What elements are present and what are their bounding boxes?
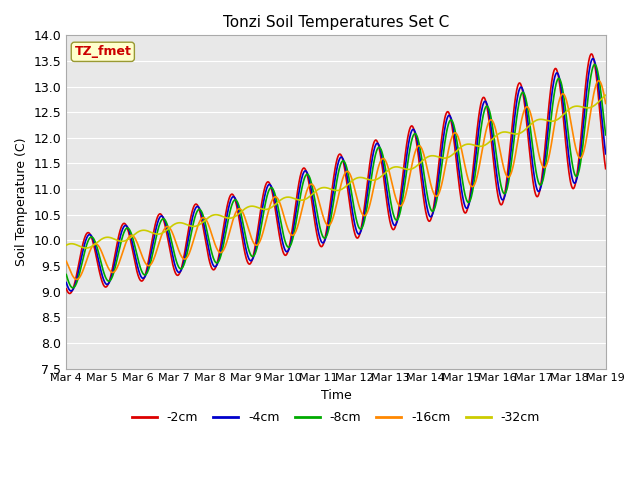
X-axis label: Time: Time: [321, 389, 351, 402]
Title: Tonzi Soil Temperatures Set C: Tonzi Soil Temperatures Set C: [223, 15, 449, 30]
Text: TZ_fmet: TZ_fmet: [74, 45, 131, 59]
Y-axis label: Soil Temperature (C): Soil Temperature (C): [15, 138, 28, 266]
Legend: -2cm, -4cm, -8cm, -16cm, -32cm: -2cm, -4cm, -8cm, -16cm, -32cm: [127, 406, 545, 429]
